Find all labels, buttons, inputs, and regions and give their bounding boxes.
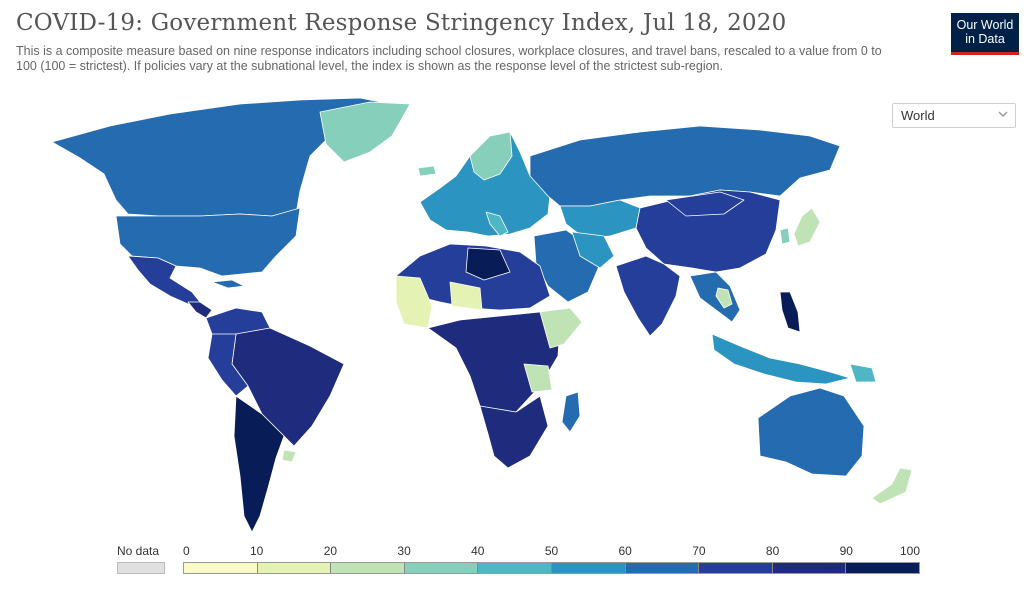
legend-bin-1[interactable]: [257, 563, 332, 573]
legend-tick-label: 30: [397, 544, 411, 558]
chevron-down-icon: [998, 111, 1008, 117]
legend-tick-label: 80: [765, 544, 780, 558]
legend-bin-9[interactable]: [846, 563, 919, 573]
region-caribbean[interactable]: [211, 279, 245, 289]
legend-tick-label: 10: [250, 544, 264, 558]
region-southeast-asia[interactable]: [689, 271, 741, 323]
region-horn-of-africa[interactable]: [539, 307, 583, 349]
country-iran[interactable]: [571, 231, 615, 269]
legend-tick-label: 70: [692, 544, 706, 558]
legend-tick-label: 50: [544, 544, 559, 558]
page-title: COVID-19: Government Response Stringency…: [16, 10, 787, 36]
country-tanzania[interactable]: [523, 363, 553, 393]
country-laos[interactable]: [715, 287, 733, 309]
country-iceland[interactable]: [417, 165, 437, 177]
legend-tick-label: 90: [839, 544, 853, 558]
legend-bin-8[interactable]: [772, 563, 847, 573]
legend-bin-7[interactable]: [699, 563, 773, 573]
country-china[interactable]: [635, 189, 781, 273]
country-papua-new-guinea[interactable]: [849, 363, 877, 383]
country-india[interactable]: [615, 255, 681, 337]
legend-tick-label: 60: [618, 544, 632, 558]
legend-no-data-swatch[interactable]: [117, 562, 165, 574]
legend-bin-5[interactable]: [551, 563, 626, 573]
legend-tick-label: 0: [183, 544, 190, 558]
country-italy-balkans[interactable]: [485, 211, 509, 237]
country-australia[interactable]: [757, 387, 865, 477]
logo-line-1: Our World: [956, 18, 1014, 32]
legend-tick-label: 20: [323, 544, 338, 558]
country-new-zealand[interactable]: [871, 467, 913, 505]
country-philippines[interactable]: [779, 291, 801, 333]
legend-no-data-label: No data: [117, 544, 160, 558]
region-scandinavia[interactable]: [469, 131, 513, 181]
owid-logo[interactable]: Our World in Data: [951, 13, 1019, 55]
region-select-value: World: [901, 108, 935, 123]
legend-tick-label: 100: [899, 544, 920, 558]
legend-bin-0[interactable]: [184, 563, 258, 573]
country-madagascar[interactable]: [561, 391, 581, 433]
legend-bin-4[interactable]: [478, 563, 552, 573]
country-russia[interactable]: [529, 125, 841, 207]
country-sudan[interactable]: [449, 281, 483, 311]
country-libya[interactable]: [465, 247, 511, 281]
country-indonesia[interactable]: [711, 333, 851, 385]
country-mongolia[interactable]: [665, 191, 745, 217]
region-southern-africa[interactable]: [479, 395, 549, 469]
country-korea[interactable]: [779, 227, 791, 245]
country-argentina[interactable]: [233, 395, 285, 533]
world-map[interactable]: [0, 96, 1024, 536]
region-africa-north[interactable]: [395, 243, 551, 311]
country-peru-bolivia[interactable]: [207, 333, 249, 397]
country-greenland[interactable]: [319, 101, 411, 163]
page-subtitle: This is a composite measure based on nin…: [16, 44, 882, 73]
region-select[interactable]: World: [892, 103, 1016, 128]
legend-color-bar: [183, 562, 920, 574]
country-uruguay[interactable]: [281, 449, 297, 463]
legend-bin-3[interactable]: [404, 563, 479, 573]
logo-line-2: in Data: [965, 32, 1005, 46]
legend-bin-2[interactable]: [331, 563, 405, 573]
country-canada[interactable]: [51, 97, 401, 217]
legend-bin-6[interactable]: [625, 563, 700, 573]
country-japan[interactable]: [793, 207, 821, 247]
region-central-america[interactable]: [187, 301, 213, 319]
legend-tick-label: 40: [471, 544, 485, 558]
